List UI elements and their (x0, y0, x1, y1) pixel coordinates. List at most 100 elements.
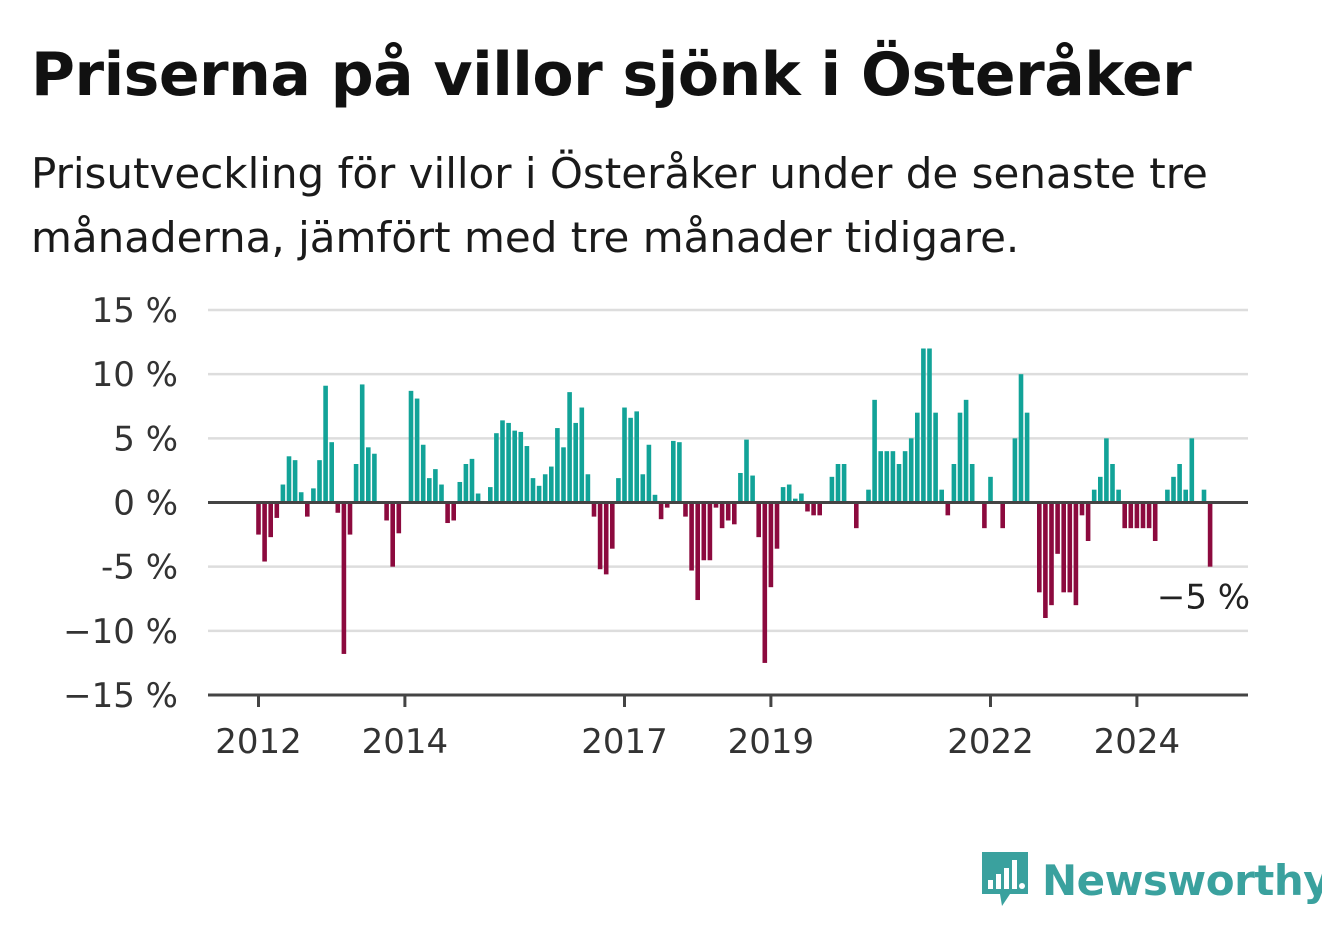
bar (939, 489, 944, 503)
bar (878, 451, 883, 503)
y-tick-label: 10 % (92, 355, 178, 395)
bar (591, 502, 597, 517)
y-tick-label: −15 % (63, 676, 178, 716)
brand-name: Newsworthy (1042, 855, 1322, 905)
bar (1171, 476, 1176, 503)
bar (536, 485, 542, 503)
bar (774, 502, 780, 549)
bar (512, 430, 517, 503)
bar (274, 502, 280, 518)
bar (799, 493, 804, 503)
bar (488, 487, 493, 503)
bars (256, 348, 1213, 663)
bar (506, 422, 511, 503)
bar (579, 407, 585, 503)
bar (1037, 502, 1042, 593)
bar (646, 444, 652, 503)
bar (262, 502, 267, 562)
bar (829, 476, 835, 503)
bar (969, 464, 975, 503)
bar (805, 502, 810, 512)
bar (1091, 489, 1097, 503)
bar (780, 487, 786, 503)
bar (634, 411, 639, 503)
bar (652, 494, 658, 503)
x-tick-label: 2017 (581, 722, 668, 762)
bar (786, 484, 792, 503)
bar (738, 472, 743, 503)
y-axis-labels: 15 % 10 % 5 % 0 % -5 % −10 % −15 % (63, 291, 178, 716)
bar (616, 478, 621, 503)
bar (713, 502, 719, 508)
bar (1079, 502, 1085, 516)
bar (1049, 502, 1054, 606)
bar (951, 464, 957, 503)
bar (658, 502, 664, 520)
newsworthy-logo-icon (982, 852, 1028, 906)
bar (335, 502, 341, 513)
bar (793, 498, 798, 503)
bar (1128, 502, 1134, 529)
x-tick-label: 2014 (362, 722, 449, 762)
bar (1110, 464, 1115, 503)
bar (469, 458, 475, 503)
bar (1024, 412, 1030, 503)
bar (768, 502, 774, 588)
bar (811, 502, 816, 516)
bar (311, 488, 316, 503)
bar (841, 464, 847, 503)
bar (1073, 502, 1079, 606)
bar (756, 502, 761, 538)
bar-chart: 15 %10 %5 %0 %-5 %−10 %−15 % 2012 2014 201… (63, 291, 1250, 762)
bar (561, 447, 566, 503)
bar (427, 478, 432, 503)
bar (542, 474, 548, 503)
bar (384, 502, 389, 521)
bar (1055, 502, 1060, 554)
bar (420, 444, 426, 503)
bar (463, 464, 469, 503)
x-axis-labels: 2012 2014 2017 2019 2022 2024 (215, 722, 1180, 762)
bar (945, 502, 951, 516)
bar (835, 464, 841, 503)
bar (1189, 438, 1195, 503)
bar (347, 502, 353, 535)
bar (268, 502, 273, 538)
bar (1177, 464, 1182, 503)
bar (353, 464, 359, 503)
bar (445, 502, 450, 524)
bar (963, 399, 969, 503)
bar (957, 412, 963, 503)
bar (628, 417, 633, 503)
bar (366, 447, 371, 503)
bar (988, 476, 993, 503)
x-tick-label: 2012 (215, 722, 302, 762)
bar (390, 502, 395, 567)
bar (524, 446, 530, 503)
bar (1165, 489, 1170, 503)
bar (256, 502, 261, 535)
bar (884, 451, 890, 503)
bar (573, 422, 578, 503)
bar (664, 502, 670, 508)
bar (744, 439, 749, 503)
bar (622, 407, 627, 503)
bar (305, 502, 310, 517)
bar (1201, 489, 1207, 503)
bar (530, 478, 536, 503)
bar (896, 464, 902, 503)
bar (1183, 489, 1188, 503)
bar (872, 399, 877, 503)
bar (494, 433, 499, 503)
y-tick-label: −10 % (63, 612, 178, 652)
bar (603, 502, 609, 575)
bar (1043, 502, 1048, 618)
bar (298, 492, 304, 503)
bar (982, 502, 987, 529)
last-value-label: −5 % (1157, 578, 1250, 618)
bar (475, 493, 481, 503)
bar (341, 502, 347, 654)
x-tick-label: 2022 (947, 722, 1034, 762)
bar (1085, 502, 1091, 541)
bar (1134, 502, 1140, 529)
